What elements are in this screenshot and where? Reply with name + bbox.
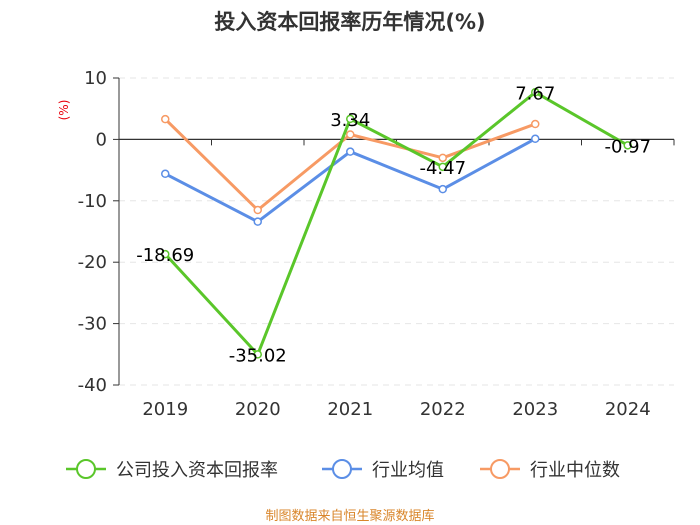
legend-item-1[interactable]: 行业均值 xyxy=(322,459,444,481)
data-point[interactable] xyxy=(623,141,632,150)
data-label: -18.69 xyxy=(136,245,194,266)
x-tick-label: 2019 xyxy=(142,399,188,420)
legend-marker-icon xyxy=(332,459,352,479)
source-note: 制图数据来自恒生聚源数据库 xyxy=(265,508,434,524)
x-tick-label: 2022 xyxy=(420,399,466,420)
data-point[interactable] xyxy=(161,169,170,179)
legend-item-0[interactable]: 公司投入资本回报率 xyxy=(66,459,278,481)
y-axis-unit: (%) xyxy=(57,100,71,121)
data-point[interactable] xyxy=(531,119,540,129)
data-label: 7.67 xyxy=(515,83,555,104)
chart-title: 投入资本回报率历年情况(%) xyxy=(214,10,485,34)
x-tick-label: 2023 xyxy=(512,399,558,420)
legend-label: 公司投入资本回报率 xyxy=(116,460,278,481)
data-label: -35.02 xyxy=(229,345,287,366)
data-point[interactable] xyxy=(531,134,540,144)
series-0 xyxy=(161,88,632,359)
data-point[interactable] xyxy=(346,130,355,139)
data-label: 3.34 xyxy=(330,110,370,131)
legend-label: 行业中位数 xyxy=(530,460,620,481)
data-point[interactable] xyxy=(161,114,170,124)
series-1 xyxy=(161,134,540,226)
series-layer xyxy=(161,88,632,359)
series-line xyxy=(164,90,629,356)
x-tick-label: 2024 xyxy=(605,399,651,420)
data-point[interactable] xyxy=(253,217,262,226)
y-tick-label: -30 xyxy=(78,314,107,335)
data-point[interactable] xyxy=(253,350,262,359)
x-axis-ticks: 2019 2020 2021 2022 2023 2024 xyxy=(142,399,650,420)
series-2 xyxy=(161,114,540,215)
legend-label: 行业均值 xyxy=(372,460,444,481)
x-tick-label: 2021 xyxy=(327,399,373,420)
data-label: -0.97 xyxy=(604,136,651,157)
data-point[interactable] xyxy=(438,184,447,194)
data-point[interactable] xyxy=(253,205,262,215)
data-point[interactable] xyxy=(438,162,447,172)
x-tick-label: 2020 xyxy=(235,399,281,420)
data-point[interactable] xyxy=(346,114,355,124)
data-point[interactable] xyxy=(161,249,170,259)
legend-marker-icon xyxy=(490,459,510,479)
legend-marker-icon xyxy=(76,459,96,479)
legend[interactable]: 公司投入资本回报率 行业均值 行业中位数 xyxy=(66,459,620,481)
y-tick-label: -10 xyxy=(78,191,107,212)
y-tick-label: -20 xyxy=(78,252,107,273)
y-axis-ticks: 10 0 -10 -20 -30 -40 xyxy=(78,68,119,396)
data-point[interactable] xyxy=(438,153,447,163)
legend-item-2[interactable]: 行业中位数 xyxy=(480,459,620,481)
grid-lines xyxy=(119,77,674,386)
data-point[interactable] xyxy=(346,147,355,156)
y-tick-label: -40 xyxy=(78,375,107,396)
y-tick-label: 0 xyxy=(96,129,107,150)
y-tick-label: 10 xyxy=(84,68,107,89)
data-labels: -18.69 -35.02 3.34 -4.47 7.67 -0.97 xyxy=(136,83,651,366)
data-point[interactable] xyxy=(531,88,540,97)
data-label: -4.47 xyxy=(419,158,466,179)
